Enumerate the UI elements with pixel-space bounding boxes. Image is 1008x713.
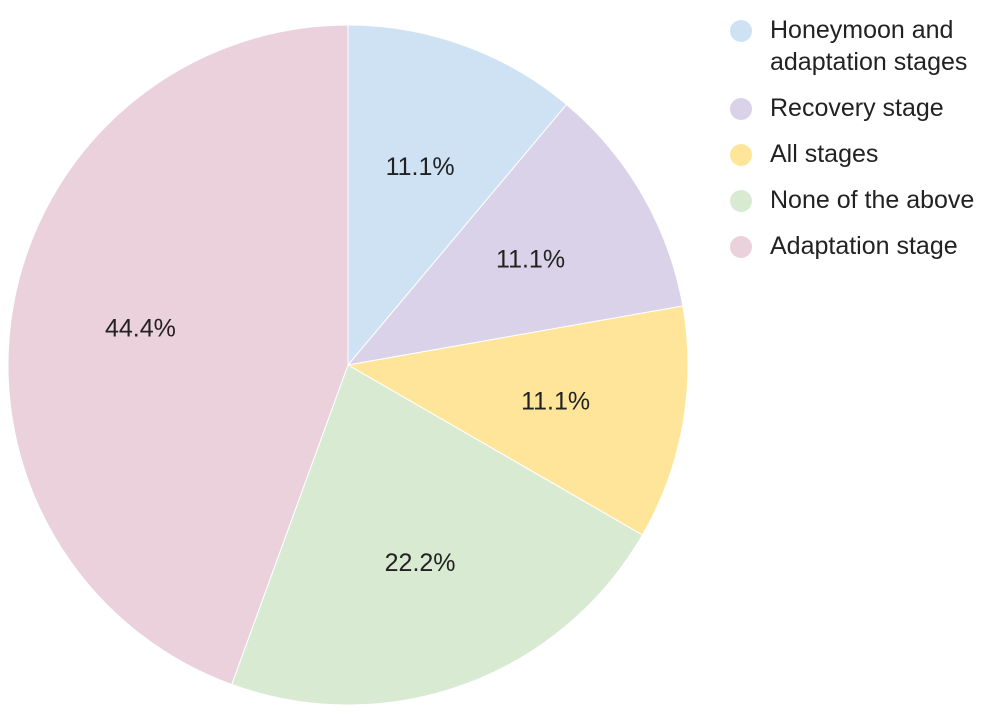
chart-legend: Honeymoon and adaptation stages Recovery…: [730, 14, 1008, 276]
legend-swatch: [730, 98, 752, 120]
legend-swatch: [730, 20, 752, 42]
pie-slice-recovery-stage[interactable]: [346, 103, 684, 366]
pie-chart: 11.1% 11.1% 11.1% 22.2% 44.4%: [7, 24, 689, 706]
legend-item-all-stages[interactable]: All stages: [730, 138, 1008, 170]
legend-label: Adaptation stage: [770, 232, 958, 260]
legend-label: Recovery stage: [770, 94, 944, 122]
legend-swatch: [730, 190, 752, 212]
slice-value-label: 11.1%: [521, 388, 590, 416]
slice-value-label: 22.2%: [385, 549, 456, 577]
legend-item-none-of-the-above[interactable]: None of the above: [730, 184, 1008, 216]
legend-label: All stages: [770, 140, 879, 168]
legend-swatch: [730, 144, 752, 166]
legend-item-adaptation-stage[interactable]: Adaptation stage: [730, 230, 1008, 262]
pie-slice-all-stages[interactable]: [346, 305, 689, 536]
pie-slice-honeymoon-and-adaptation-stages[interactable]: [347, 24, 568, 367]
slice-value-label: 11.1%: [386, 153, 455, 181]
legend-swatch: [730, 236, 752, 258]
pie-slice-adaptation-stage[interactable]: [7, 24, 349, 686]
pie-slice-none-of-the-above[interactable]: [231, 364, 644, 706]
legend-label: Honeymoon and adaptation stages: [770, 16, 968, 76]
legend-item-honeymoon-and-adaptation-stages[interactable]: Honeymoon and adaptation stages: [730, 14, 1008, 78]
legend-item-recovery-stage[interactable]: Recovery stage: [730, 92, 1008, 124]
legend-label: None of the above: [770, 186, 975, 214]
slice-value-label: 44.4%: [105, 314, 176, 342]
slice-value-label: 11.1%: [496, 246, 565, 274]
